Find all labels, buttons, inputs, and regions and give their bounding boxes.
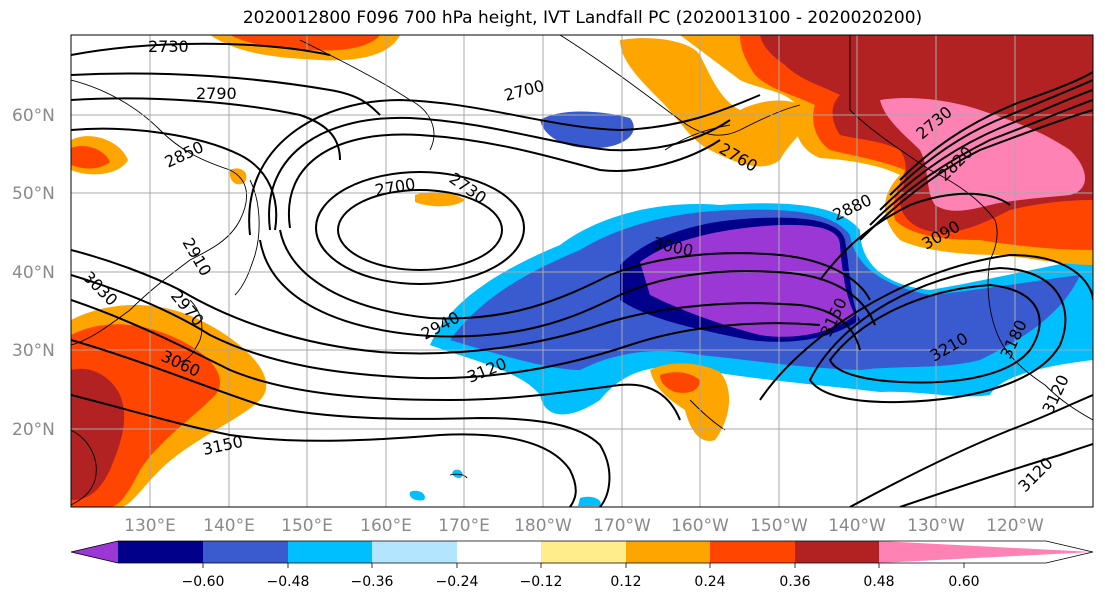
colorbar-tick-label: −0.12 bbox=[520, 574, 563, 590]
lon-label: 180°W bbox=[514, 516, 572, 536]
colorbar-tick-label: −0.48 bbox=[267, 574, 310, 590]
plot-frame bbox=[70, 34, 1094, 508]
graticule bbox=[71, 35, 1093, 507]
colorbar-segment bbox=[372, 541, 457, 563]
colorbar-segment bbox=[626, 541, 710, 563]
latitude-labels: 60°N 50°N 40°N 30°N 20°N bbox=[12, 106, 55, 440]
colorbar-segment bbox=[879, 541, 1093, 563]
ivt-negative-shading bbox=[409, 111, 1093, 506]
lat-label: 20°N bbox=[12, 420, 55, 440]
lat-label: 50°N bbox=[12, 184, 55, 204]
colorbar-ticks bbox=[202, 563, 965, 568]
lat-label: 30°N bbox=[12, 341, 55, 361]
lon-label: 160°W bbox=[671, 516, 729, 536]
lon-label: 170°E bbox=[438, 516, 490, 536]
longitude-labels: 130°E 140°E 150°E 160°E 170°E 180°W 170°… bbox=[124, 516, 1044, 536]
lon-label: 150°W bbox=[750, 516, 808, 536]
lon-label: 120°W bbox=[986, 516, 1044, 536]
ivt-positive-shading bbox=[71, 35, 1093, 507]
map-title: 2020012800 F096 700 hPa height, IVT Land… bbox=[242, 8, 923, 28]
colorbar-tick-label: −0.60 bbox=[182, 574, 225, 590]
lon-label: 130°E bbox=[124, 516, 176, 536]
colorbar-segment bbox=[118, 541, 203, 563]
contour-label: 2790 bbox=[196, 84, 237, 103]
colorbar-tick-label: −0.36 bbox=[351, 574, 394, 590]
colorbar-tick-label: 0.48 bbox=[863, 574, 894, 590]
colorbar-outline bbox=[70, 540, 1094, 564]
lon-label: 140°E bbox=[203, 516, 255, 536]
height-contours bbox=[71, 42, 1093, 507]
colorbar-segment bbox=[457, 541, 541, 563]
lat-label: 40°N bbox=[12, 263, 55, 283]
contour-label: 2730 bbox=[148, 37, 189, 56]
colorbar-tick-label: 0.12 bbox=[610, 574, 641, 590]
colorbar-segment bbox=[288, 541, 372, 563]
colorbar-segment bbox=[795, 541, 879, 563]
colorbar-tick-label: 0.36 bbox=[779, 574, 810, 590]
colorbar: −0.60 −0.48 −0.36 −0.24 −0.12 0.12 0.24 … bbox=[70, 540, 1094, 590]
lon-label: 150°E bbox=[281, 516, 333, 536]
colorbar-segment bbox=[710, 541, 795, 563]
lon-label: 170°W bbox=[593, 516, 651, 536]
lat-label: 60°N bbox=[12, 106, 55, 126]
lon-label: 160°E bbox=[360, 516, 412, 536]
plot-area: 2730 2790 2850 2700 2760 2700 2730 2910 … bbox=[71, 35, 1093, 507]
colorbar-tick-label: 0.60 bbox=[948, 574, 979, 590]
lon-label: 140°W bbox=[828, 516, 886, 536]
colorbar-segment bbox=[541, 541, 626, 563]
colorbar-tick-label: 0.24 bbox=[694, 574, 725, 590]
colorbar-tick-label: −0.24 bbox=[436, 574, 479, 590]
colorbar-segment bbox=[203, 541, 288, 563]
colorbar-segment bbox=[71, 541, 118, 563]
lon-label: 130°W bbox=[907, 516, 965, 536]
